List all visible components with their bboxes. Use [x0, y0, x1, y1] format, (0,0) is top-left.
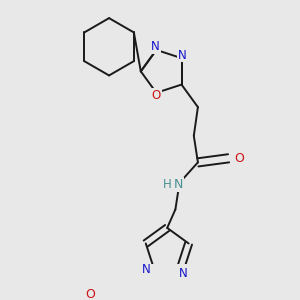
Text: N: N	[178, 49, 187, 62]
Text: N: N	[141, 263, 150, 276]
Text: O: O	[234, 152, 244, 165]
Text: O: O	[152, 89, 161, 102]
Text: N: N	[174, 178, 183, 191]
Text: N: N	[179, 267, 188, 280]
Text: N: N	[151, 40, 160, 53]
Text: O: O	[85, 288, 95, 300]
Text: H: H	[163, 178, 172, 191]
